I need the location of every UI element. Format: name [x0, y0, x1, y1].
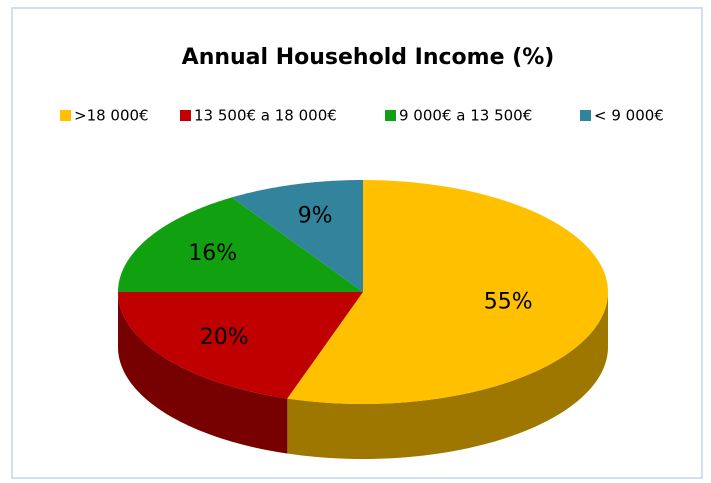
legend-swatch [180, 110, 191, 121]
legend-label: 9 000€ a 13 500€ [399, 107, 532, 125]
legend-label: 13 500€ a 18 000€ [194, 107, 337, 125]
data-label: 16% [188, 241, 237, 266]
slice-side-shade [118, 292, 288, 454]
slice [231, 180, 363, 292]
data-label: 55% [484, 290, 533, 315]
legend-label: >18 000€ [74, 107, 149, 125]
slice [287, 180, 608, 404]
slice [118, 292, 363, 399]
slice-side [118, 292, 288, 454]
slice [118, 197, 363, 292]
legend-label: < 9 000€ [594, 107, 664, 125]
data-label: 20% [200, 325, 249, 350]
slice-side-shade [287, 292, 608, 459]
legend-swatch [60, 110, 71, 121]
chart-title: Annual Household Income (%) [182, 45, 555, 70]
data-label: 9% [298, 204, 333, 229]
legend-swatch [580, 110, 591, 121]
legend-swatch [385, 110, 396, 121]
slice-side [287, 292, 608, 459]
